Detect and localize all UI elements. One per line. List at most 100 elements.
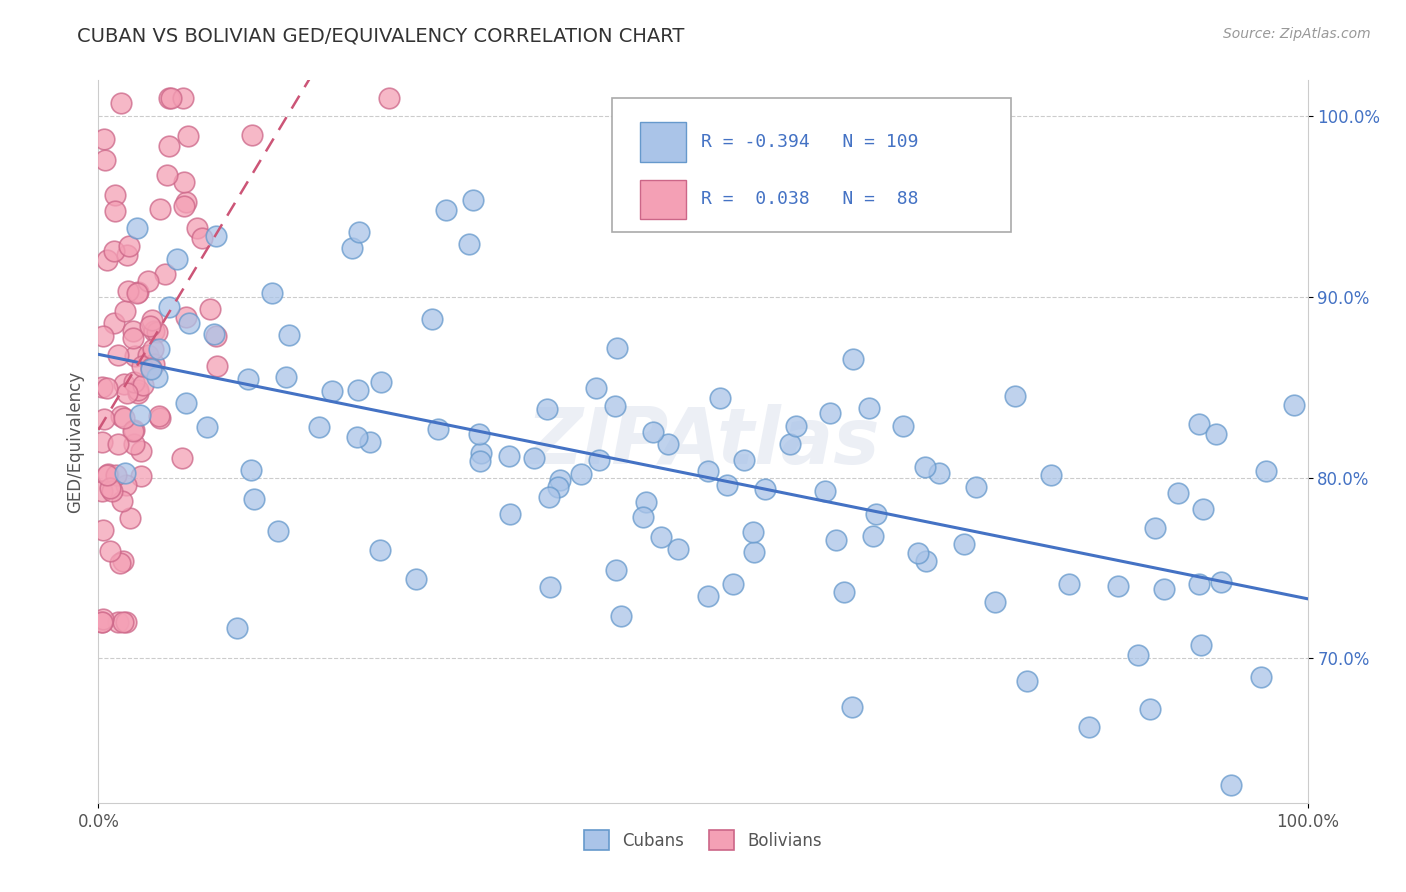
Y-axis label: GED/Equivalency: GED/Equivalency [66, 370, 84, 513]
Point [1188, 576, 1211, 591]
Point [405, 572, 427, 586]
Point [177, 128, 200, 143]
Point [605, 563, 627, 577]
Point [606, 341, 628, 355]
Point [103, 316, 125, 330]
Point [1015, 674, 1038, 689]
Point [132, 378, 155, 392]
Point [174, 194, 197, 209]
Point [120, 511, 142, 525]
Point [814, 483, 837, 498]
Point [110, 96, 132, 111]
Point [142, 358, 165, 372]
Point [115, 386, 138, 401]
Point [122, 324, 145, 338]
Point [157, 139, 180, 153]
Point [824, 533, 846, 548]
Point [103, 244, 125, 258]
Point [1282, 398, 1305, 412]
Point [650, 530, 672, 544]
Point [153, 267, 176, 281]
Point [117, 284, 139, 298]
Point [111, 494, 134, 508]
Point [359, 434, 381, 449]
Point [340, 241, 363, 255]
Point [1220, 778, 1243, 792]
Point [204, 327, 226, 342]
Point [125, 220, 148, 235]
Point [139, 318, 162, 333]
Point [820, 406, 842, 420]
Point [426, 422, 449, 436]
Point [122, 437, 145, 451]
Point [172, 450, 194, 465]
Point [422, 312, 444, 326]
Point [145, 325, 167, 339]
FancyBboxPatch shape [613, 98, 1011, 232]
Text: Source: ZipAtlas.com: Source: ZipAtlas.com [1223, 27, 1371, 41]
Point [91, 483, 114, 498]
Point [98, 544, 121, 558]
Point [865, 507, 887, 521]
Point [779, 436, 801, 450]
Point [142, 342, 165, 356]
Point [1250, 670, 1272, 684]
Point [96, 381, 118, 395]
Point [124, 376, 146, 390]
Point [585, 381, 607, 395]
Point [93, 412, 115, 426]
Point [143, 324, 166, 338]
Point [742, 544, 765, 558]
Bar [640, 179, 686, 219]
Point [93, 132, 115, 146]
Point [174, 310, 197, 324]
Point [115, 248, 138, 262]
Point [537, 490, 560, 504]
Point [122, 423, 145, 437]
Point [91, 523, 114, 537]
Point [127, 285, 149, 300]
Point [191, 231, 214, 245]
Point [785, 418, 807, 433]
Point [131, 359, 153, 374]
Point [107, 615, 129, 630]
Text: ZIPAtlas: ZIPAtlas [526, 403, 880, 480]
Point [176, 396, 198, 410]
Point [205, 228, 228, 243]
Point [124, 349, 146, 363]
Point [262, 285, 284, 300]
Point [173, 199, 195, 213]
Text: R =  0.038   N =  88: R = 0.038 N = 88 [700, 191, 918, 209]
Point [842, 351, 865, 366]
Point [370, 542, 392, 557]
Text: CUBAN VS BOLIVIAN GED/EQUIVALENCY CORRELATION CHART: CUBAN VS BOLIVIAN GED/EQUIVALENCY CORREL… [77, 27, 685, 45]
Point [159, 91, 181, 105]
Point [498, 507, 520, 521]
Point [96, 252, 118, 267]
Point [110, 556, 132, 570]
Point [93, 612, 115, 626]
Point [104, 203, 127, 218]
Point [721, 576, 744, 591]
Point [91, 380, 114, 394]
Point [127, 383, 149, 397]
Point [240, 128, 263, 143]
Point [104, 188, 127, 202]
Point [1209, 574, 1232, 589]
Point [1189, 638, 1212, 652]
Point [114, 304, 136, 318]
Point [742, 524, 765, 539]
Point [172, 91, 194, 105]
Point [110, 409, 132, 424]
Point [1004, 389, 1026, 403]
Bar [640, 122, 686, 161]
Point [96, 467, 118, 482]
Point [236, 372, 259, 386]
Point [1077, 720, 1099, 734]
Point [129, 408, 152, 422]
Point [1144, 521, 1167, 535]
Point [468, 427, 491, 442]
Point [834, 585, 856, 599]
Point [914, 459, 936, 474]
Point [112, 377, 135, 392]
